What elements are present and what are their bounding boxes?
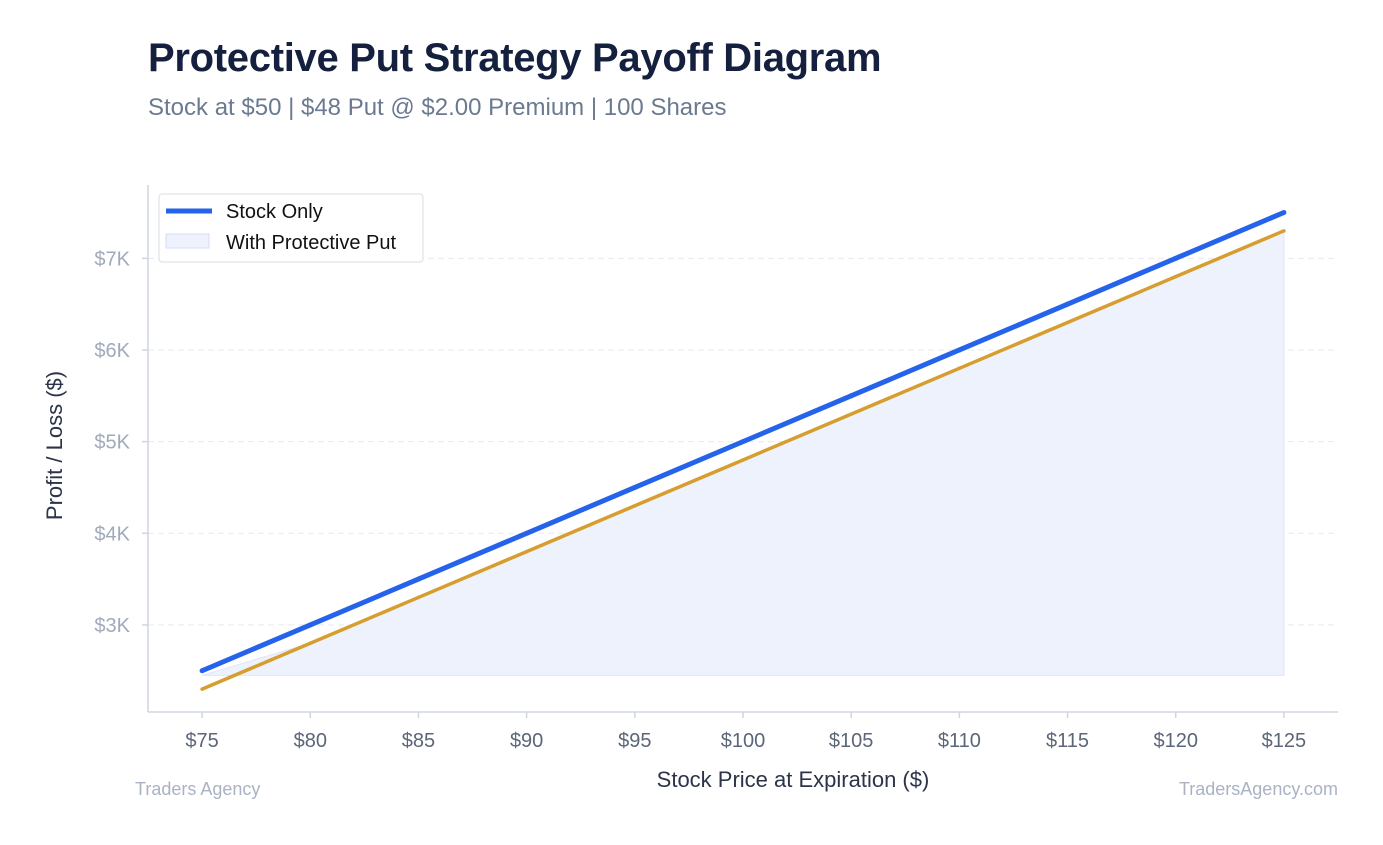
chart-title: Protective Put Strategy Payoff Diagram: [148, 36, 882, 80]
axes: [142, 185, 1338, 718]
footer-brand: Traders Agency: [135, 779, 261, 799]
data-point-stock-only: [740, 439, 746, 445]
legend-box: [158, 193, 424, 263]
data-point-stock-only: [1173, 255, 1179, 261]
footer-website: TradersAgency.com: [1178, 779, 1338, 799]
x-tick-label: $105: [829, 730, 874, 752]
legend-swatch-protective-put: [165, 233, 210, 249]
x-tick-label: $100: [721, 730, 766, 752]
y-tick-label: $5K: [94, 432, 130, 454]
y-tick-label: $7K: [94, 248, 130, 270]
y-tick-label: $6K: [94, 340, 130, 362]
data-point-protective-put: [741, 458, 745, 462]
data-point-protective-put: [1282, 229, 1286, 233]
data-point-protective-put: [1173, 274, 1178, 279]
y-tick-label: $3K: [94, 615, 130, 637]
legend-label-stock-only: Stock Only: [226, 201, 323, 223]
data-point-stock-only: [1281, 209, 1287, 215]
x-tick-label: $80: [294, 730, 327, 752]
y-axis-title: Profit / Loss ($): [42, 371, 67, 520]
x-tick-label: $125: [1262, 730, 1307, 752]
data-point-protective-put: [849, 412, 853, 416]
chart-subtitle: Stock at $50 | $48 Put @ $2.00 Premium |…: [148, 94, 727, 121]
legend-label-protective-put: With Protective Put: [226, 232, 397, 254]
tick-labels: $75 $80 $85 $90 $95 $100 $105 $110 $115 $120 $125 $…: [94, 248, 1306, 752]
x-tick-label: $95: [618, 730, 651, 752]
x-axis-title: Stock Price at Expiration ($): [657, 767, 930, 792]
data-point-protective-put: [200, 687, 204, 691]
data-point-stock-only: [307, 622, 313, 628]
data-point-stock-only: [632, 484, 638, 490]
series-lines: [199, 209, 1287, 691]
y-tick-label: $4K: [94, 523, 130, 545]
data-point-stock-only: [956, 347, 962, 353]
x-tick-label: $90: [510, 730, 543, 752]
data-point-protective-put: [524, 549, 529, 554]
data-point-protective-put: [308, 641, 313, 646]
x-tick-label: $85: [402, 730, 435, 752]
protective-put-fill: [201, 230, 1285, 676]
data-point-stock-only: [524, 530, 530, 536]
legend: Stock Only With Protective Put: [158, 193, 424, 263]
data-point-stock-only: [848, 393, 854, 399]
protective-put-fill-area: [201, 230, 1285, 676]
data-point-protective-put: [416, 595, 421, 600]
data-point-stock-only: [1065, 301, 1071, 307]
data-point-protective-put: [1065, 320, 1070, 325]
data-point-protective-put: [633, 504, 637, 508]
x-tick-label: $115: [1046, 730, 1089, 752]
x-tick-label: $120: [1153, 730, 1198, 752]
data-point-protective-put: [957, 366, 962, 371]
data-point-stock-only: [199, 668, 205, 674]
x-tick-label: $75: [185, 730, 218, 752]
x-tick-label: $110: [938, 730, 981, 752]
data-point-stock-only: [415, 576, 421, 582]
